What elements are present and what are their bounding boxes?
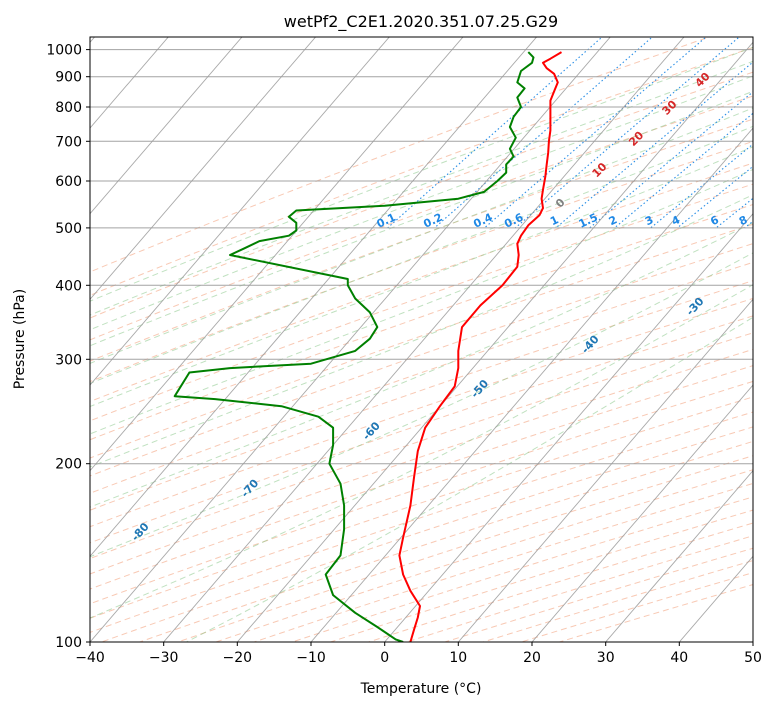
x-tick-label: −10	[296, 650, 326, 666]
x-tick-label: 40	[670, 650, 688, 666]
isotherm-line	[90, 37, 243, 215]
plot-frame	[89, 36, 754, 643]
x-tick-label: −20	[223, 650, 253, 666]
x-tick-label: 10	[449, 650, 467, 666]
isotherm-line	[163, 37, 685, 642]
y-tick-label: 100	[55, 635, 82, 651]
dewpoint-profile-line	[173, 51, 535, 642]
isotherm-line	[605, 469, 753, 642]
x-axis-title: Temperature (°C)	[360, 681, 482, 697]
axis-ticks: −40 −30 −20 −10 0 10 20 30 40 50 100 200 300 400 500 60…	[46, 43, 762, 666]
x-tick-label: 0	[380, 650, 389, 666]
isotherm-line	[90, 37, 538, 558]
isobars	[90, 49, 753, 642]
moist-adiabat-line	[90, 46, 753, 302]
plot-background	[90, 37, 753, 642]
y-tick-label: 900	[55, 70, 82, 86]
x-tick-label: −40	[75, 650, 105, 666]
profile-series	[173, 51, 563, 642]
temperature-profile-line	[398, 51, 563, 642]
dry-adiabat-line	[90, 183, 753, 422]
chart-title: wetPf2_C2E1.2020.351.07.25.G29	[284, 12, 558, 32]
moist-adiabat-line	[90, 222, 753, 508]
y-tick-label: 600	[55, 174, 82, 190]
y-tick-label: 400	[55, 278, 82, 294]
y-tick-label: 1000	[46, 43, 82, 59]
y-axis-title: Pressure (hPa)	[12, 289, 28, 389]
skewed-isotherms	[90, 37, 753, 642]
y-tick-label: 200	[55, 457, 82, 473]
isotherm-line	[384, 213, 753, 642]
x-tick-label: −30	[149, 650, 179, 666]
isotherm-line	[531, 384, 753, 642]
x-tick-label: 30	[597, 650, 615, 666]
isotherm-line	[90, 37, 317, 301]
dry-adiabat-line	[90, 315, 753, 544]
isotherm-line	[310, 127, 753, 642]
moist-adiabat-line	[90, 284, 753, 619]
y-tick-label: 300	[55, 352, 82, 368]
isotherm-line	[457, 298, 753, 642]
x-tick-label: 50	[744, 650, 762, 666]
isotherm-line	[90, 37, 464, 472]
x-tick-label: 20	[523, 650, 541, 666]
y-tick-label: 500	[55, 221, 82, 237]
dry-adiabat-line	[90, 332, 753, 560]
dry-adiabat-line	[90, 243, 753, 477]
isotherm-line	[90, 37, 611, 642]
dry-adiabat-line	[90, 280, 753, 511]
isotherm-line	[236, 41, 753, 642]
y-tick-label: 800	[55, 100, 82, 116]
dry-adiabat-line	[90, 203, 753, 441]
isotherm-line	[90, 37, 390, 386]
y-tick-label: 700	[55, 134, 82, 150]
